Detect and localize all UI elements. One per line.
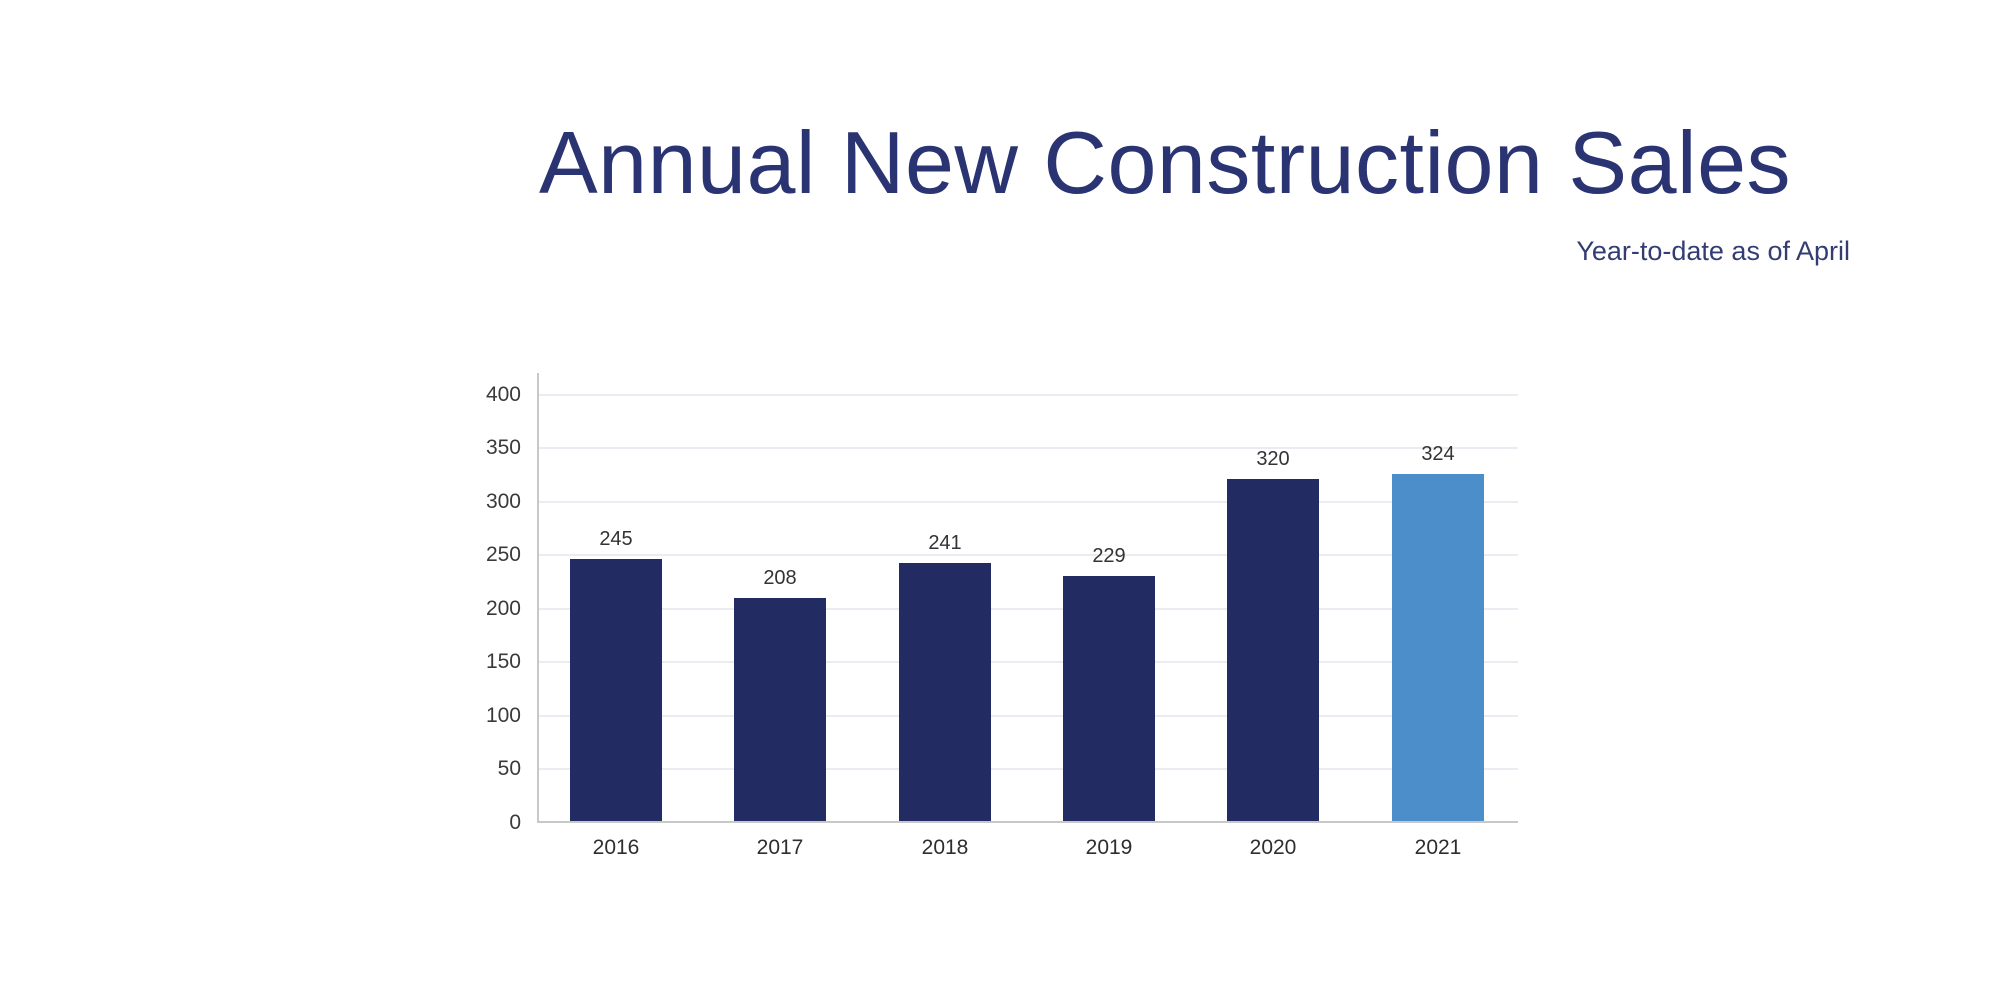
gridline [539,608,1518,610]
y-axis-tick-label: 350 [485,436,521,459]
x-axis-line [537,821,1518,823]
bar-2021 [1392,474,1484,821]
gridline [539,501,1518,503]
y-axis-tick-label: 250 [485,543,521,566]
gridline [539,447,1518,449]
x-axis-label: 2019 [1085,836,1133,859]
gridline [539,768,1518,770]
bar-chart-plot-area: 0 50 100 150 200 250 300 350 400 245 2016 208 2017 24… [486,373,1518,858]
chart-title: Annual New Construction Sales [538,113,1792,212]
gridline [539,394,1518,396]
chart-subtitle: Year-to-date as of April [1576,236,1850,266]
bar-value-label: 208 [763,567,797,589]
bar-2016 [570,559,662,821]
y-axis-tick-label: 50 [497,757,521,780]
bar-value-label: 229 [1092,545,1126,567]
y-axis-tick-label: 400 [485,383,521,406]
bar-value-label: 241 [928,532,962,554]
bar-value-label: 324 [1421,443,1455,465]
y-axis-tick-label: 300 [485,490,521,513]
bar-value-label: 245 [599,528,633,550]
bar-2017 [734,598,826,821]
bar-2018 [899,563,991,821]
bar-2019 [1063,576,1155,821]
y-axis-tick-label: 100 [485,704,521,727]
x-axis-label: 2017 [756,836,804,859]
gridline [539,661,1518,663]
y-axis-tick-label: 150 [485,650,521,673]
bar-2020 [1227,479,1319,821]
x-axis-label: 2018 [921,836,969,859]
x-axis-label: 2021 [1414,836,1462,859]
y-axis-tick-label: 200 [485,597,521,620]
y-axis-tick-label: 0 [509,811,521,834]
x-axis-label: 2016 [592,836,640,859]
bar-value-label: 320 [1256,448,1290,470]
y-axis-line [537,373,539,823]
x-axis-label: 2020 [1249,836,1297,859]
gridline [539,715,1518,717]
gridline [539,554,1518,556]
